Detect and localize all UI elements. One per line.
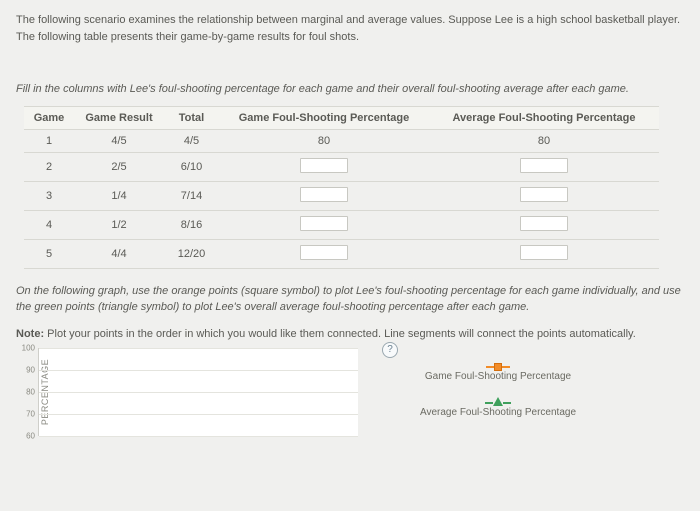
note-line: Note: Plot your points in the order in w… [16, 326, 684, 343]
cell-game: 2 [24, 152, 74, 181]
legend: Game Foul-Shooting Percentage Average Fo… [398, 360, 598, 432]
graph-instructions: On the following graph, use the orange p… [16, 283, 684, 316]
cell-game-pct [219, 210, 429, 239]
note-text: Plot your points in the order in which y… [47, 328, 636, 340]
legend-avg-pct: Average Foul-Shooting Percentage [420, 407, 576, 418]
cell-result: 1/2 [74, 210, 164, 239]
y-tick: 90 [17, 366, 35, 375]
cell-avg-pct [429, 210, 659, 239]
cell-total: 12/20 [164, 239, 219, 268]
y-tick: 80 [17, 388, 35, 397]
col-result: Game Result [74, 106, 164, 129]
y-tick: 60 [17, 432, 35, 441]
game-pct-input[interactable] [300, 187, 348, 202]
results-table: Game Game Result Total Game Foul-Shootin… [24, 106, 659, 269]
cell-game-pct [219, 181, 429, 210]
col-total: Total [164, 106, 219, 129]
table-row: 5 4/4 12/20 [24, 239, 659, 268]
cell-game: 5 [24, 239, 74, 268]
cell-result: 4/4 [74, 239, 164, 268]
y-tick: 100 [17, 344, 35, 353]
cell-total: 7/14 [164, 181, 219, 210]
avg-pct-input[interactable] [520, 158, 568, 173]
cell-total: 8/16 [164, 210, 219, 239]
cell-avg-pct [429, 152, 659, 181]
game-pct-input[interactable] [300, 245, 348, 260]
y-tick: 70 [17, 410, 35, 419]
table-instructions: Fill in the columns with Lee's foul-shoo… [16, 81, 684, 98]
cell-avg-pct [429, 239, 659, 268]
col-game: Game [24, 106, 74, 129]
cell-game-pct: 80 [219, 129, 429, 152]
cell-avg-pct: 80 [429, 129, 659, 152]
cell-game-pct [219, 239, 429, 268]
intro-text: The following scenario examines the rela… [16, 12, 684, 45]
cell-result: 4/5 [74, 129, 164, 152]
table-row: 4 1/2 8/16 [24, 210, 659, 239]
note-label: Note: [16, 328, 44, 340]
game-pct-input[interactable] [300, 216, 348, 231]
percentage-chart[interactable]: PERCENTAGE 100 90 80 70 60 [38, 348, 358, 436]
col-avg-pct: Average Foul-Shooting Percentage [429, 106, 659, 129]
game-pct-input[interactable] [300, 158, 348, 173]
cell-game: 3 [24, 181, 74, 210]
cell-total: 6/10 [164, 152, 219, 181]
cell-total: 4/5 [164, 129, 219, 152]
table-row: 3 1/4 7/14 [24, 181, 659, 210]
col-game-pct: Game Foul-Shooting Percentage [219, 106, 429, 129]
cell-result: 2/5 [74, 152, 164, 181]
cell-avg-pct [429, 181, 659, 210]
avg-pct-input[interactable] [520, 187, 568, 202]
table-row: 2 2/5 6/10 [24, 152, 659, 181]
square-marker-icon[interactable] [486, 363, 510, 371]
legend-game-pct: Game Foul-Shooting Percentage [425, 371, 571, 382]
cell-game: 4 [24, 210, 74, 239]
cell-result: 1/4 [74, 181, 164, 210]
avg-pct-input[interactable] [520, 245, 568, 260]
cell-game: 1 [24, 129, 74, 152]
avg-pct-input[interactable] [520, 216, 568, 231]
cell-game-pct [219, 152, 429, 181]
table-row: 1 4/5 4/5 80 80 [24, 129, 659, 152]
triangle-marker-icon[interactable] [485, 397, 511, 406]
help-icon[interactable]: ? [382, 342, 398, 358]
